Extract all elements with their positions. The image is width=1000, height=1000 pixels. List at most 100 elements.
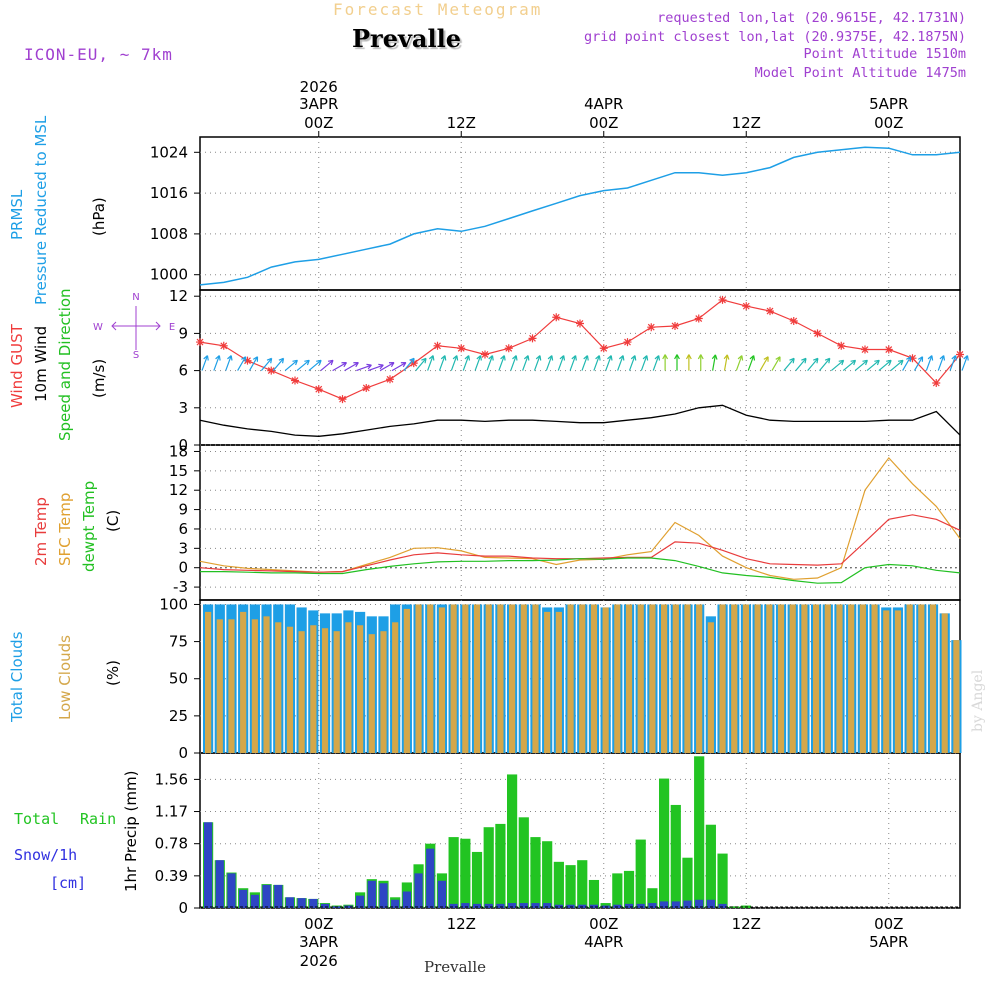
wind-arrow	[878, 359, 892, 372]
low-cloud-bar	[731, 604, 738, 753]
rain-bar	[729, 906, 740, 908]
wind-arrowhead	[749, 355, 756, 361]
wind-arrowhead	[595, 355, 601, 361]
wind-arrow	[949, 355, 957, 371]
gust-marker	[623, 338, 632, 347]
wind-arrow	[403, 357, 415, 371]
low-cloud-bar	[415, 604, 422, 753]
low-cloud-bar	[579, 604, 586, 753]
wind-arrowhead	[278, 357, 285, 364]
low-cloud-bar	[321, 628, 329, 753]
wind-arrow	[225, 355, 232, 371]
time-label-date: 3APR	[299, 95, 338, 113]
wind-arrowhead	[951, 355, 957, 361]
snow-bar	[508, 903, 517, 908]
low-cloud-bar	[836, 604, 843, 753]
gust-marker	[932, 379, 941, 387]
gust-marker	[908, 354, 917, 363]
low-cloud-bar	[672, 604, 679, 753]
low-cloud-bar	[216, 619, 223, 753]
wind-arrow	[771, 356, 781, 371]
snow-bar	[402, 891, 411, 908]
wind-arrow	[356, 364, 372, 372]
snow-bar	[531, 903, 540, 908]
time-label-hour: 12Z	[447, 114, 476, 132]
wind-arrow	[522, 355, 529, 371]
wind-arrowhead	[476, 355, 482, 361]
rain-bar	[542, 841, 553, 908]
wind-arrowhead	[685, 354, 692, 360]
snow-bar	[472, 903, 482, 908]
gust-marker	[718, 295, 727, 304]
wind-arrowhead	[227, 355, 233, 361]
wind-arrowhead	[547, 355, 554, 361]
cloud-tick-label: 100	[159, 595, 188, 613]
time-label-hour: 00Z	[589, 114, 618, 132]
wind-arrow	[628, 355, 636, 371]
rain-bar	[460, 838, 471, 908]
snow-bar	[624, 903, 634, 908]
snow-label-a: Snow/1h	[14, 846, 78, 864]
gust-marker	[766, 307, 774, 316]
wind-tick-label: 9	[178, 324, 188, 342]
rain-bar	[705, 824, 716, 908]
snow-bar	[356, 895, 365, 908]
cloud-tick-label: 75	[169, 633, 188, 651]
rain-bar	[530, 837, 541, 908]
low-cloud-bar	[859, 604, 866, 753]
gust-marker	[243, 356, 252, 365]
low-cloud-bar	[403, 608, 410, 753]
rain-bar	[717, 853, 728, 908]
snow-bar	[671, 901, 680, 908]
snow-bar	[215, 860, 224, 908]
low-cloud-bar	[801, 604, 808, 753]
wind-arrowhead	[874, 359, 880, 366]
gust-marker	[694, 314, 703, 323]
wind-arrow	[248, 356, 259, 371]
snow-bar	[566, 904, 575, 908]
time-label-hour-bottom: 00Z	[589, 915, 618, 933]
low-cloud-bar	[462, 604, 469, 753]
time-label-date-bottom: 4APR	[584, 933, 623, 951]
wind-arrow	[213, 355, 220, 371]
low-cloud-bar	[953, 640, 960, 753]
gust-marker	[671, 321, 679, 330]
snow-bar	[636, 903, 645, 908]
wind-arrowhead	[535, 355, 542, 361]
low-cloud-bar	[918, 604, 925, 753]
gust-marker	[861, 345, 869, 354]
wind-line	[199, 404, 961, 437]
total-rain-label-a: Total	[14, 810, 60, 828]
wind-arrowhead	[571, 355, 577, 361]
wind-arrow	[925, 355, 933, 371]
low-cloud-bar	[719, 604, 726, 753]
pressure-tick-label: 1024	[150, 143, 188, 161]
wind-arrowhead	[775, 356, 781, 362]
low-cloud-bar	[286, 626, 294, 753]
pressure-line	[199, 146, 961, 286]
wind-arrow	[344, 362, 359, 372]
low-cloud-bar	[906, 604, 913, 753]
wind-arrowhead	[203, 355, 209, 361]
wind-arrowhead	[607, 355, 613, 361]
cloud-tick-label: 25	[169, 707, 188, 725]
wind-arrow	[368, 364, 384, 372]
wind-arrow	[593, 355, 600, 371]
wind-arrowhead	[662, 354, 669, 360]
wind-arrowhead	[388, 362, 395, 368]
gust-line	[199, 299, 961, 400]
low-cloud-bar	[777, 604, 785, 753]
wind-arrow	[937, 355, 945, 371]
wind-arrowhead	[409, 357, 415, 364]
wind-arrow	[415, 357, 427, 371]
low-cloud-bar	[532, 604, 539, 753]
wind-arrowhead	[824, 357, 831, 364]
snow-bar	[262, 884, 271, 908]
low-cloud-bar	[275, 622, 282, 753]
wind-arrowhead	[378, 363, 384, 370]
wind-arrowhead	[763, 356, 769, 362]
low-cloud-bar	[871, 604, 878, 753]
low-cloud-bar	[742, 604, 750, 753]
grid-point-coords: grid point closest lon,lat (20.9375E, 42…	[583, 29, 966, 45]
temp-tick-label: 9	[178, 501, 188, 519]
